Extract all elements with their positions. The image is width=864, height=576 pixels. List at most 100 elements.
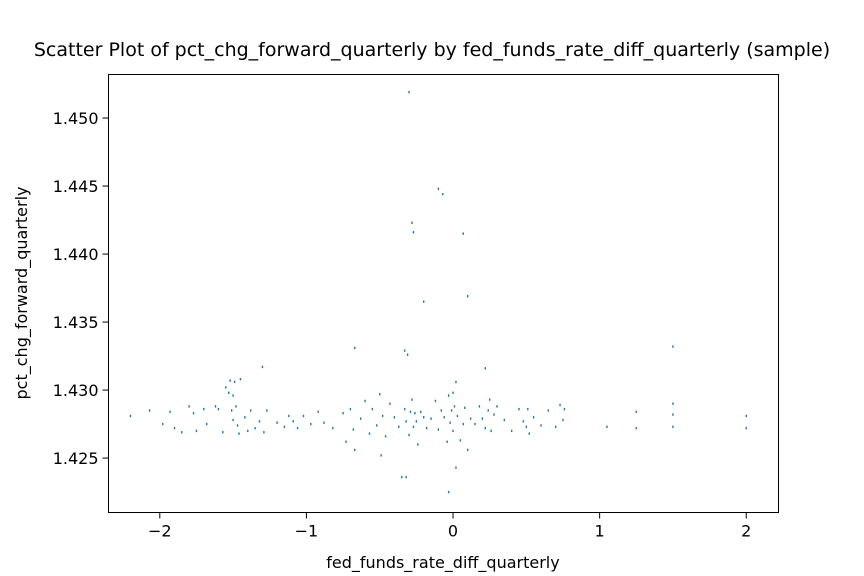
data-point	[302, 414, 305, 418]
data-point	[462, 422, 464, 426]
data-point	[192, 412, 195, 415]
data-point	[354, 448, 356, 452]
data-point	[635, 410, 637, 414]
data-point	[447, 490, 450, 494]
data-point	[434, 399, 437, 403]
data-point	[238, 432, 240, 435]
data-point	[403, 349, 406, 352]
data-point	[528, 432, 530, 435]
data-point	[233, 380, 236, 384]
data-point	[540, 424, 542, 427]
data-point	[559, 403, 561, 407]
data-point	[261, 365, 264, 369]
data-point	[232, 418, 234, 422]
data-point	[203, 407, 205, 411]
data-point	[635, 426, 637, 430]
data-point	[354, 346, 356, 350]
data-point	[503, 418, 506, 422]
data-point	[403, 407, 406, 411]
data-point	[288, 414, 290, 418]
plot-frame	[108, 74, 779, 513]
data-point	[527, 407, 529, 411]
data-point	[411, 221, 413, 224]
data-point	[296, 426, 299, 430]
data-point	[283, 425, 286, 428]
data-point	[263, 431, 265, 434]
data-point	[562, 418, 564, 422]
data-point	[447, 394, 450, 397]
data-point	[423, 416, 425, 419]
data-point	[532, 416, 535, 419]
data-point	[745, 426, 747, 430]
y-axis-label: pct_chg_forward_quarterly	[12, 187, 32, 400]
data-point	[393, 416, 396, 419]
data-point	[484, 426, 486, 430]
data-point	[376, 424, 378, 427]
data-point	[254, 426, 256, 430]
data-point	[173, 426, 176, 430]
data-point	[364, 399, 366, 403]
data-point	[481, 417, 484, 420]
data-point	[162, 422, 164, 426]
data-point	[525, 425, 528, 428]
y-tick-label: 1.430	[53, 381, 99, 400]
data-point	[405, 475, 407, 479]
data-point	[423, 300, 425, 303]
data-point	[345, 440, 347, 443]
data-point	[206, 422, 208, 426]
data-point	[169, 410, 171, 414]
data-point	[469, 417, 472, 420]
data-point	[342, 412, 344, 415]
data-point	[484, 367, 486, 370]
data-point	[490, 429, 492, 433]
data-point	[401, 475, 403, 479]
y-tick-label: 1.445	[53, 177, 99, 196]
y-axis-ticks: 1.425 1.430 1.435 1.440 1.445 1.450	[53, 109, 109, 468]
data-point	[453, 405, 456, 408]
y-tick-label: 1.435	[53, 313, 99, 332]
data-point	[384, 435, 387, 438]
data-point	[487, 409, 489, 412]
data-point	[381, 414, 384, 418]
data-point	[398, 425, 400, 428]
data-point	[229, 379, 231, 382]
x-axis-label: fed_funds_rate_diff_quarterly	[326, 553, 559, 573]
data-point	[379, 392, 381, 396]
data-point	[420, 410, 422, 414]
data-point	[455, 380, 457, 384]
data-point	[408, 433, 410, 437]
data-point	[493, 413, 495, 416]
data-point	[225, 386, 227, 389]
data-point	[462, 232, 464, 235]
data-point	[236, 424, 239, 427]
x-tick-label: −2	[148, 522, 172, 541]
data-point	[409, 410, 412, 414]
x-tick-label: 0	[448, 522, 458, 541]
data-point	[292, 420, 294, 423]
x-tick-label: −1	[295, 522, 319, 541]
data-point	[446, 440, 448, 443]
y-tick-label: 1.425	[53, 449, 99, 468]
data-point	[235, 405, 237, 408]
data-point	[478, 405, 481, 408]
data-point	[437, 428, 440, 431]
data-point	[230, 409, 233, 412]
data-point	[440, 409, 442, 412]
y-tick-label: 1.450	[53, 109, 99, 128]
data-point	[425, 426, 428, 430]
data-point	[371, 407, 374, 411]
data-point	[466, 295, 469, 298]
data-point	[217, 407, 220, 411]
data-point	[317, 410, 319, 414]
data-point	[148, 409, 151, 412]
x-tick-label: 1	[595, 522, 605, 541]
data-point	[352, 428, 355, 431]
data-point	[359, 417, 362, 420]
data-point	[258, 420, 261, 423]
data-point	[228, 391, 230, 394]
data-point	[466, 448, 469, 452]
data-point	[129, 414, 132, 418]
data-point	[349, 407, 352, 411]
data-point	[672, 425, 674, 428]
data-point	[417, 443, 419, 446]
